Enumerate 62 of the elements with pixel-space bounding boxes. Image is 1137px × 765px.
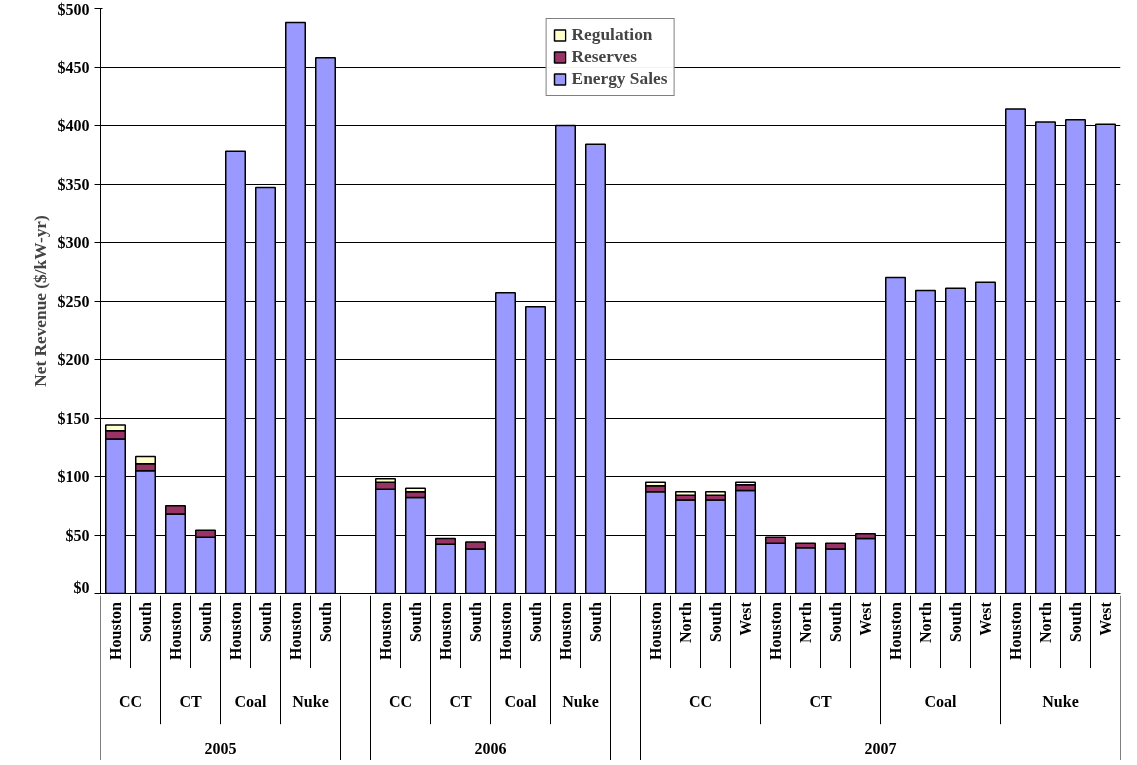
y-tick-label: $0: [73, 578, 90, 596]
x-tick-label: South: [317, 602, 334, 643]
x-tick-label: South: [1067, 602, 1084, 643]
text: Coal: [924, 692, 958, 710]
x-tick-label: South: [197, 602, 214, 643]
x-tick-label: Houston: [437, 602, 454, 660]
text: 2007: [864, 740, 897, 758]
y-tick-label: $500: [57, 0, 90, 18]
x-tick-label: Houston: [287, 602, 304, 660]
text: Coal: [504, 692, 538, 710]
x-tick-label: Houston: [377, 602, 394, 660]
legend-label: Regulation: [571, 25, 653, 45]
y-tick-label: $300: [57, 234, 90, 251]
text: CC: [688, 692, 713, 710]
x-tick-label: West: [857, 601, 874, 636]
x-tick-label: South: [827, 602, 844, 643]
x-tick-label: Houston: [647, 602, 664, 660]
text: CT: [179, 692, 202, 710]
text: CC: [118, 692, 143, 710]
legend-label: Energy Sales: [571, 69, 668, 89]
x-tick-label: South: [707, 602, 724, 643]
legend-label: Reserves: [571, 47, 638, 67]
text: 2006: [474, 740, 507, 758]
x-tick-label: North: [1037, 602, 1054, 643]
text: CT: [809, 692, 832, 710]
x-tick-label: Houston: [227, 602, 244, 660]
x-tick-label: North: [917, 602, 934, 643]
y-tick-label: $50: [65, 526, 90, 544]
text: 2005: [204, 740, 237, 758]
x-tick-label: South: [467, 602, 484, 643]
x-tick-label: South: [407, 602, 424, 643]
x-tick-label: West: [737, 601, 754, 636]
y-tick-label: $150: [57, 409, 90, 427]
x-tick-label: South: [947, 602, 964, 643]
text: Nuke: [1042, 692, 1079, 710]
x-tick-label: Houston: [167, 602, 184, 660]
x-tick-label: South: [257, 602, 274, 643]
y-tick-label: $250: [57, 292, 90, 310]
text: Nuke: [562, 692, 599, 710]
x-tick-label: South: [137, 602, 154, 643]
y-axis-title: Net Revenue ($/kW-yr): [30, 214, 50, 387]
x-tick-label: South: [587, 602, 604, 643]
x-tick-label: West: [1097, 601, 1114, 636]
y-tick-label: $200: [57, 351, 90, 368]
y-tick-label: $400: [57, 117, 90, 134]
x-tick-label: North: [677, 602, 694, 643]
x-tick-label: Houston: [107, 602, 124, 660]
text: CT: [449, 692, 472, 710]
y-tick-label: $350: [57, 175, 90, 193]
x-tick-label: Houston: [1007, 602, 1024, 660]
x-tick-label: Houston: [767, 602, 784, 660]
y-tick-label: $100: [57, 468, 90, 485]
x-tick-label: Houston: [887, 602, 904, 660]
x-tick-label: Houston: [557, 602, 574, 660]
x-tick-label: South: [527, 602, 544, 643]
x-tick-label: West: [977, 601, 994, 636]
text: CC: [388, 692, 413, 710]
x-tick-label: Houston: [497, 602, 514, 660]
text: Coal: [234, 692, 268, 710]
y-tick-label: $450: [57, 58, 90, 76]
text: Nuke: [292, 692, 329, 710]
x-tick-label: North: [797, 602, 814, 643]
